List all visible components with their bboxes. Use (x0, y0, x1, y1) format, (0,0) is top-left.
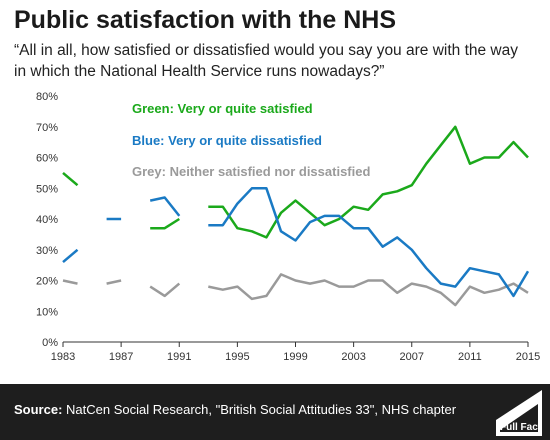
y-tick-label: 20% (36, 276, 58, 288)
series-green (62, 125, 529, 239)
x-tick-label: 2003 (341, 351, 365, 363)
y-tick-label: 80% (36, 91, 58, 103)
x-tick-label: 1991 (167, 351, 191, 363)
line-chart: 0%10%20%30%40%50%60%70%80% 1983 1987 1991 1… (36, 91, 540, 363)
x-tick-label: 1987 (109, 351, 133, 363)
source-text: NatCen Social Research, "British Social … (66, 402, 457, 417)
full-fact-logo: Full Fact (496, 390, 542, 436)
x-tick-label: 1999 (283, 351, 307, 363)
chart-title: Public satisfaction with the NHS (14, 6, 396, 34)
x-tick-label: 1983 (51, 351, 75, 363)
y-tick-label: 10% (36, 306, 58, 318)
y-tick-label: 60% (36, 153, 58, 165)
series-line-segment (208, 125, 529, 239)
legend-label: Green: Very or quite satisfied (132, 101, 313, 116)
series-layer (62, 125, 530, 307)
x-tick-label: 2011 (458, 351, 482, 363)
series-blue (62, 187, 530, 298)
series-line-segment (62, 171, 79, 187)
legend-label: Blue: Very or quite dissatisfied (132, 133, 322, 148)
source-label: Source: (14, 402, 63, 417)
y-axis-ticks: 0% 10% 20% 30% 40% 50% 60% 70% 80% (36, 91, 58, 349)
series-line-segment (62, 279, 78, 285)
series-line-segment (150, 217, 180, 230)
series-line-segment (106, 279, 122, 285)
source-note: Source: NatCen Social Research, "British… (14, 402, 456, 417)
x-axis-ticks: 1983 1987 1991 1995 1999 2003 2007 2011 2015 (51, 342, 540, 363)
series-line-segment (208, 187, 530, 298)
series-line-segment (149, 282, 181, 298)
series-line-segment (149, 196, 181, 217)
x-tick-label: 2015 (516, 351, 540, 363)
y-tick-label: 0% (42, 337, 58, 349)
footer: Source: NatCen Social Research, "British… (0, 384, 550, 440)
series-line-segment (62, 248, 79, 264)
logo-text: Full Fact (500, 422, 542, 433)
x-tick-label: 1995 (225, 351, 249, 363)
logo-mark-icon (496, 390, 542, 436)
series-line-segment (208, 273, 529, 307)
y-tick-label: 70% (36, 122, 58, 134)
y-tick-label: 30% (36, 245, 58, 257)
y-tick-label: 50% (36, 183, 58, 195)
x-tick-label: 2007 (400, 351, 424, 363)
y-tick-label: 40% (36, 214, 58, 226)
series-grey (62, 273, 529, 307)
survey-question: “All in all, how satisfied or dissatisfi… (14, 42, 518, 80)
legend: Green: Very or quite satisfied Blue: Very… (132, 101, 370, 179)
legend-label: Grey: Neither satisfied nor dissatisfied (132, 164, 370, 179)
